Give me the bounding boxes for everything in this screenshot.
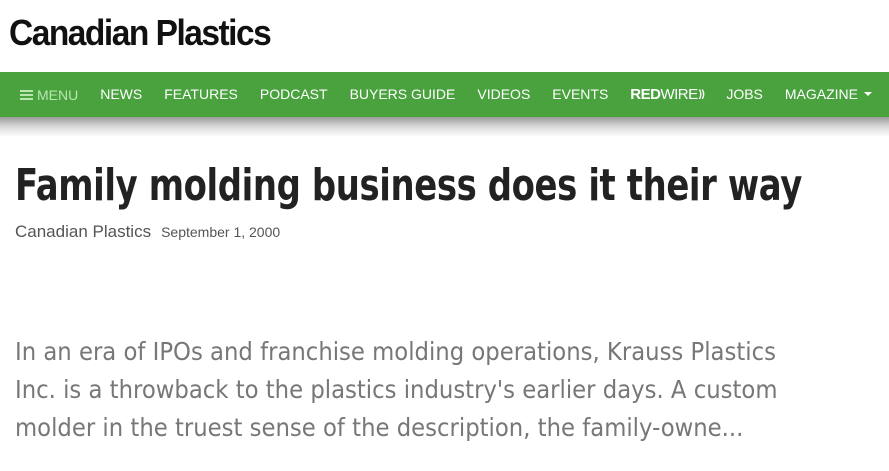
nav-item-jobs[interactable]: JOBS [726, 86, 763, 102]
nav-item-news[interactable]: NEWS [100, 86, 143, 102]
redwire-logo-red: RED [630, 86, 661, 103]
article-meta: Canadian Plastics September 1, 2000 [15, 222, 280, 242]
article-excerpt: In an era of IPOs and franchise molding … [15, 337, 778, 442]
redwire-signal-icon: )) [698, 89, 705, 100]
site-header: Canadian Plastics [0, 0, 889, 72]
nav-item-features[interactable]: FEATURES [164, 86, 238, 102]
site-logo[interactable]: Canadian Plastics [9, 12, 272, 53]
nav-item-redwire[interactable]: RED WIRE )) [630, 86, 704, 103]
nav-item-buyers-guide[interactable]: BUYERS GUIDE [349, 86, 456, 102]
article-author[interactable]: Canadian Plastics [15, 222, 152, 241]
nav-item-events[interactable]: EVENTS [552, 86, 609, 102]
article-title: Family molding business does it their wa… [15, 160, 802, 211]
nav-item-magazine[interactable]: MAGAZINE [784, 72, 873, 117]
nav-shadow [0, 117, 889, 137]
menu-label: MENU [37, 86, 79, 103]
main-nav: MENU NEWS FEATURES PODCAST BUYERS GUIDE … [0, 72, 889, 117]
redwire-logo-wire: WIRE [660, 86, 698, 103]
article-date: September 1, 2000 [161, 224, 281, 240]
nav-item-videos[interactable]: VIDEOS [477, 86, 531, 102]
chevron-down-icon [864, 92, 873, 97]
nav-item-podcast[interactable]: PODCAST [259, 86, 328, 102]
magazine-label: MAGAZINE [784, 86, 859, 102]
menu-button[interactable]: MENU [20, 87, 78, 103]
menu-icon [20, 89, 33, 100]
